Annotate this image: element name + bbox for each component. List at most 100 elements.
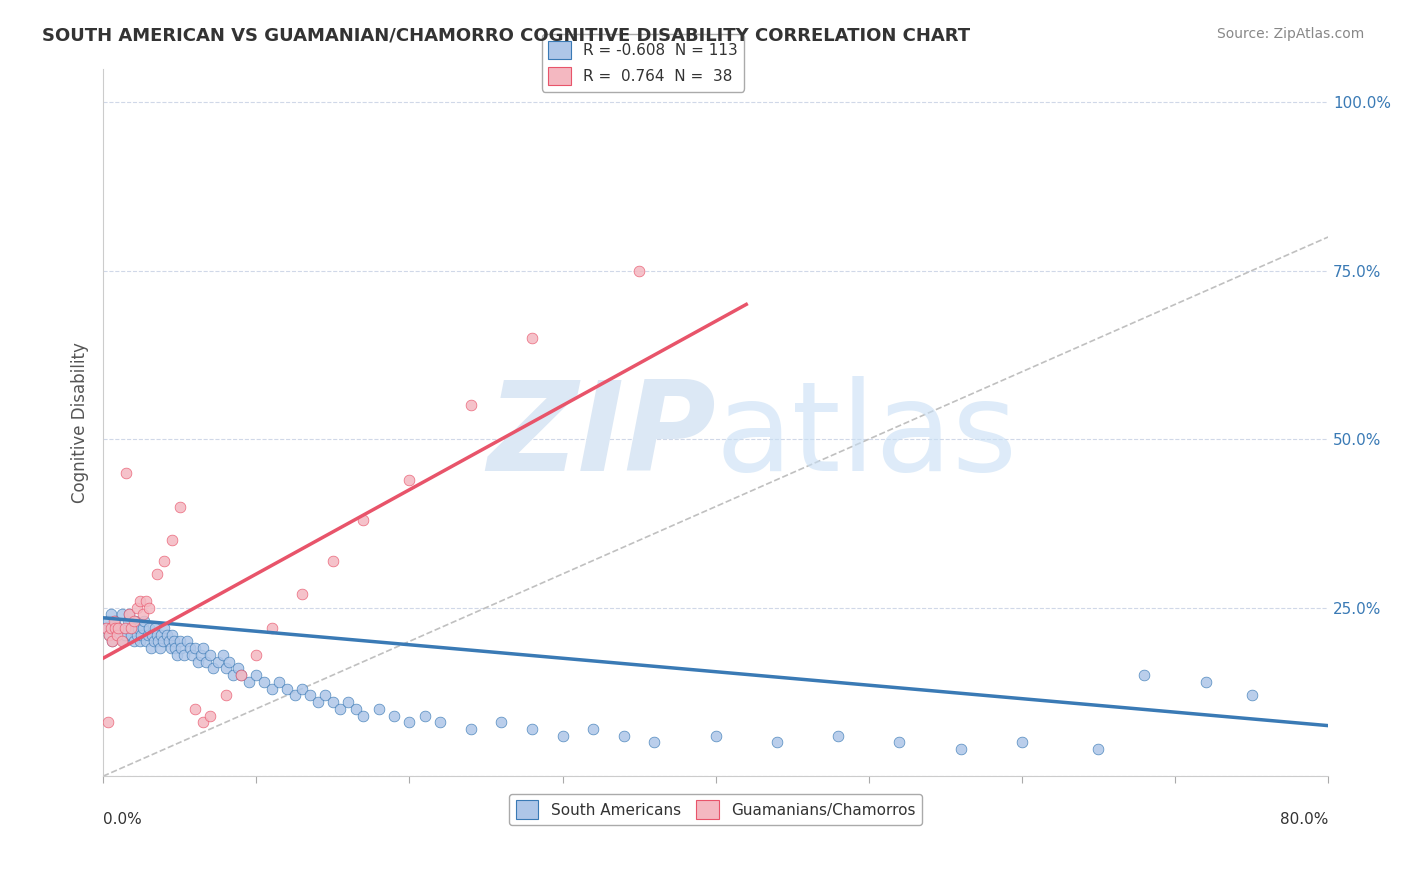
Point — [202, 661, 225, 675]
Point — [352, 708, 374, 723]
Point — [153, 621, 176, 635]
Point — [191, 641, 214, 656]
Point — [107, 621, 129, 635]
Point — [291, 587, 314, 601]
Point — [184, 702, 207, 716]
Point — [110, 634, 132, 648]
Point — [245, 668, 267, 682]
Point — [159, 641, 181, 656]
Point — [551, 729, 574, 743]
Point — [413, 708, 436, 723]
Point — [98, 627, 121, 641]
Point — [104, 621, 127, 635]
Point — [176, 634, 198, 648]
Point — [367, 702, 389, 716]
Point — [491, 715, 513, 730]
Point — [120, 627, 142, 641]
Point — [520, 331, 543, 345]
Point — [117, 614, 139, 628]
Point — [307, 695, 329, 709]
Point — [120, 621, 142, 635]
Point — [103, 621, 125, 635]
Point — [226, 661, 249, 675]
Point — [141, 627, 163, 641]
Point — [143, 621, 166, 635]
Text: SOUTH AMERICAN VS GUAMANIAN/CHAMORRO COGNITIVE DISABILITY CORRELATION CHART: SOUTH AMERICAN VS GUAMANIAN/CHAMORRO COG… — [42, 27, 970, 45]
Point — [105, 627, 128, 641]
Point — [214, 688, 236, 702]
Point — [122, 634, 145, 648]
Point — [162, 634, 184, 648]
Point — [298, 688, 321, 702]
Point — [96, 621, 118, 635]
Text: Source: ZipAtlas.com: Source: ZipAtlas.com — [1216, 27, 1364, 41]
Text: 0.0%: 0.0% — [103, 812, 142, 827]
Point — [260, 681, 283, 696]
Point — [173, 648, 195, 662]
Point — [628, 263, 651, 277]
Point — [132, 621, 155, 635]
Point — [253, 674, 276, 689]
Point — [582, 722, 605, 736]
Point — [114, 621, 136, 635]
Point — [170, 641, 193, 656]
Point — [135, 594, 157, 608]
Point — [613, 729, 636, 743]
Point — [134, 614, 156, 628]
Point — [520, 722, 543, 736]
Point — [97, 614, 120, 628]
Point — [222, 668, 245, 682]
Point — [115, 621, 138, 635]
Point — [118, 607, 141, 622]
Point — [337, 695, 360, 709]
Point — [190, 648, 212, 662]
Point — [322, 553, 344, 567]
Point — [229, 668, 252, 682]
Point — [704, 729, 727, 743]
Point — [156, 627, 179, 641]
Point — [98, 627, 121, 641]
Point — [112, 634, 135, 648]
Point — [245, 648, 267, 662]
Point — [153, 553, 176, 567]
Point — [100, 607, 122, 622]
Point — [344, 702, 367, 716]
Point — [166, 648, 188, 662]
Point — [101, 634, 124, 648]
Text: 80.0%: 80.0% — [1279, 812, 1329, 827]
Point — [1133, 668, 1156, 682]
Point — [110, 607, 132, 622]
Point — [100, 621, 122, 635]
Point — [218, 655, 240, 669]
Point — [291, 681, 314, 696]
Point — [132, 607, 155, 622]
Point — [269, 674, 291, 689]
Point — [150, 627, 173, 641]
Point — [194, 655, 217, 669]
Point — [889, 735, 911, 749]
Point — [460, 399, 482, 413]
Point — [125, 627, 148, 641]
Point — [104, 614, 127, 628]
Point — [181, 648, 204, 662]
Point — [148, 634, 170, 648]
Point — [138, 621, 160, 635]
Point — [1240, 688, 1263, 702]
Y-axis label: Cognitive Disability: Cognitive Disability — [72, 342, 89, 503]
Point — [827, 729, 849, 743]
Point — [1087, 742, 1109, 756]
Point — [160, 627, 183, 641]
Point — [398, 715, 420, 730]
Point — [200, 648, 222, 662]
Point — [260, 621, 283, 635]
Point — [276, 681, 298, 696]
Point — [105, 627, 128, 641]
Point — [169, 500, 191, 514]
Point — [229, 668, 252, 682]
Point — [114, 627, 136, 641]
Point — [138, 600, 160, 615]
Point — [1194, 674, 1216, 689]
Point — [766, 735, 789, 749]
Point — [152, 634, 174, 648]
Point — [142, 634, 165, 648]
